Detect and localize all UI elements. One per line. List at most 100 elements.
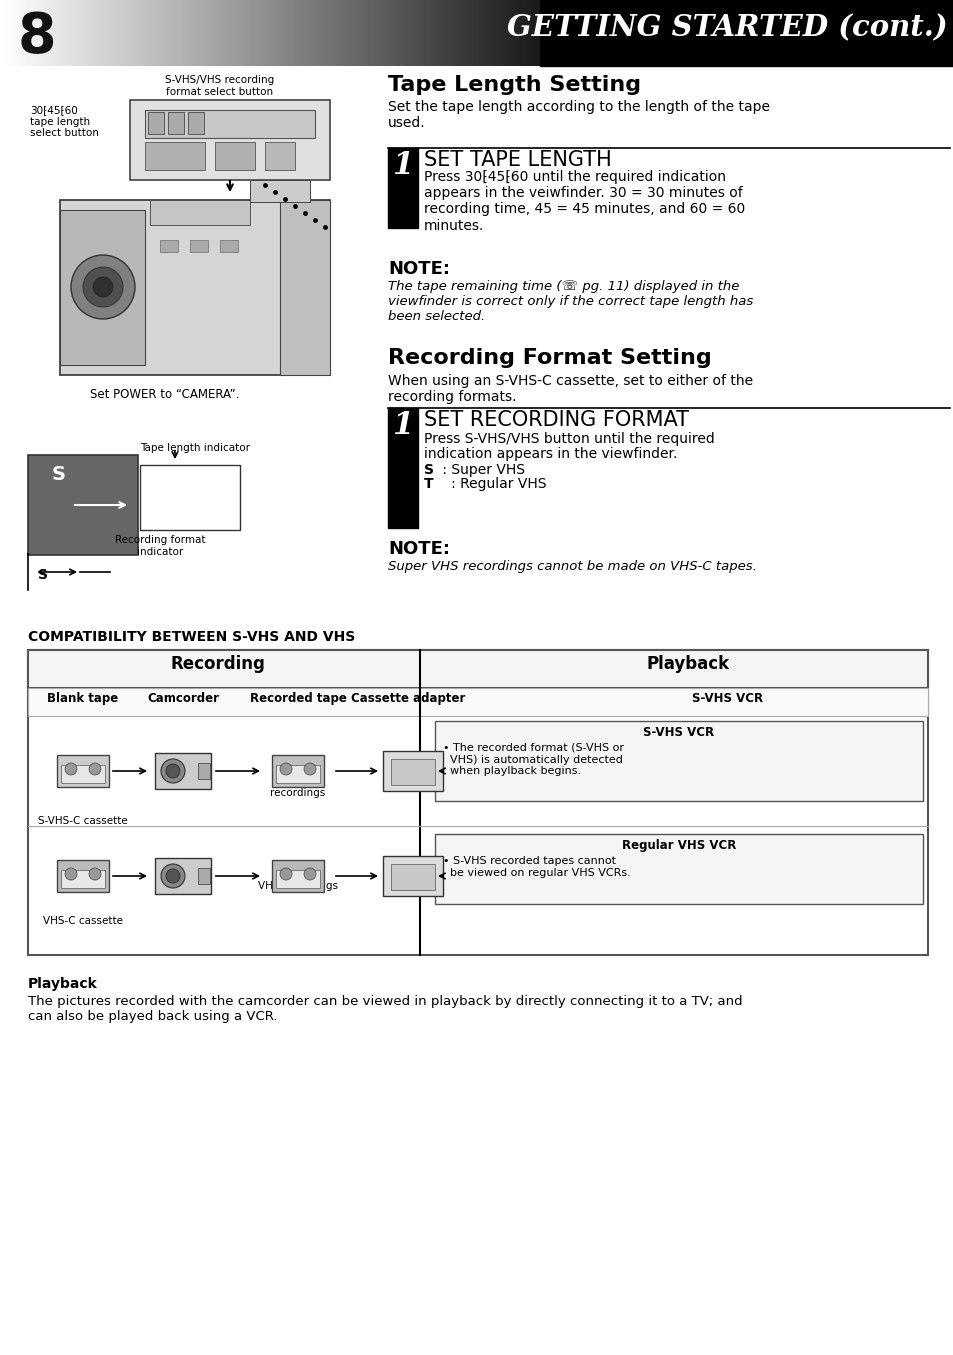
- Circle shape: [65, 763, 77, 775]
- Text: Recording Format Setting: Recording Format Setting: [388, 348, 711, 369]
- Circle shape: [71, 255, 135, 318]
- Bar: [160, 240, 178, 252]
- Text: Tape length indicator: Tape length indicator: [140, 443, 250, 453]
- Text: Blank tape: Blank tape: [48, 692, 118, 705]
- Bar: [154, 753, 211, 789]
- Text: S-VHS/VHS recording
format select button: S-VHS/VHS recording format select button: [165, 75, 274, 96]
- Bar: [388, 148, 417, 228]
- Bar: [28, 455, 138, 556]
- Text: S: S: [52, 465, 66, 484]
- Text: S-VHS VCR: S-VHS VCR: [642, 726, 714, 738]
- Bar: [265, 142, 294, 169]
- Bar: [148, 112, 164, 134]
- Bar: [145, 142, 205, 169]
- Text: Set the tape length according to the length of the tape
used.: Set the tape length according to the len…: [388, 100, 769, 130]
- Text: 8: 8: [18, 9, 56, 64]
- Bar: [168, 112, 184, 134]
- Text: Super VHS recordings cannot be made on VHS-C tapes.: Super VHS recordings cannot be made on V…: [388, 560, 756, 573]
- Circle shape: [280, 869, 292, 879]
- Text: T: T: [423, 477, 434, 491]
- Bar: [435, 833, 923, 904]
- Circle shape: [166, 764, 180, 778]
- Circle shape: [161, 864, 185, 888]
- Circle shape: [65, 869, 77, 879]
- Text: COMPATIBILITY BETWEEN S-VHS AND VHS: COMPATIBILITY BETWEEN S-VHS AND VHS: [28, 630, 355, 644]
- Bar: [214, 142, 254, 169]
- Circle shape: [161, 759, 185, 783]
- Bar: [382, 751, 442, 791]
- Bar: [391, 864, 435, 890]
- Bar: [250, 180, 310, 202]
- Bar: [57, 860, 109, 892]
- Bar: [28, 650, 927, 688]
- Bar: [130, 100, 330, 180]
- Bar: [275, 870, 319, 888]
- Bar: [198, 869, 210, 883]
- Text: S-VHS-C cassette: S-VHS-C cassette: [38, 816, 128, 827]
- Bar: [188, 112, 204, 134]
- Text: Recording format
indicator: Recording format indicator: [114, 535, 205, 557]
- Bar: [539, 0, 953, 66]
- Bar: [275, 766, 319, 783]
- Bar: [60, 201, 330, 375]
- Bar: [198, 763, 210, 779]
- Bar: [61, 766, 105, 783]
- Text: VHS-C cassette: VHS-C cassette: [43, 916, 123, 925]
- Bar: [272, 860, 324, 892]
- Text: S-VHS VCR: S-VHS VCR: [692, 692, 762, 705]
- Text: indication appears in the viewfinder.: indication appears in the viewfinder.: [423, 447, 677, 461]
- Circle shape: [304, 869, 315, 879]
- Text: : Super VHS: : Super VHS: [437, 463, 524, 477]
- Bar: [190, 240, 208, 252]
- Text: The pictures recorded with the camcorder can be viewed in playback by directly c: The pictures recorded with the camcorder…: [28, 995, 741, 1023]
- Text: Playback: Playback: [646, 654, 729, 673]
- Bar: [150, 201, 250, 225]
- Bar: [140, 465, 240, 530]
- Text: NOTE:: NOTE:: [388, 541, 450, 558]
- Text: Tape Length Setting: Tape Length Setting: [388, 75, 640, 95]
- Text: 1: 1: [392, 411, 414, 440]
- Bar: [382, 856, 442, 896]
- Text: The tape remaining time (☏ pg. 11) displayed in the
viewfinder is correct only i: The tape remaining time (☏ pg. 11) displ…: [388, 280, 753, 322]
- Bar: [145, 110, 314, 138]
- Text: S-VHS
recordings: S-VHS recordings: [270, 776, 325, 798]
- Bar: [154, 858, 211, 894]
- Bar: [272, 755, 324, 787]
- Text: Cassette adapter: Cassette adapter: [351, 692, 465, 705]
- Text: Press S-VHS/VHS button until the required: Press S-VHS/VHS button until the require…: [423, 432, 714, 446]
- Text: Set POWER to “CAMERA”.: Set POWER to “CAMERA”.: [91, 388, 239, 401]
- Text: 30⁅45⁅60
tape length
select button: 30⁅45⁅60 tape length select button: [30, 104, 99, 138]
- Bar: [61, 870, 105, 888]
- Text: Recorded tape: Recorded tape: [250, 692, 346, 705]
- Circle shape: [92, 276, 112, 297]
- Text: Playback: Playback: [28, 977, 97, 991]
- Text: : Regular VHS: : Regular VHS: [437, 477, 546, 491]
- Circle shape: [280, 763, 292, 775]
- Bar: [435, 721, 923, 801]
- Bar: [388, 408, 417, 528]
- Bar: [57, 755, 109, 787]
- Bar: [280, 201, 330, 375]
- Circle shape: [89, 763, 101, 775]
- Text: SET TAPE LENGTH: SET TAPE LENGTH: [423, 150, 611, 169]
- Text: Regular VHS VCR: Regular VHS VCR: [621, 839, 736, 852]
- Bar: [220, 240, 237, 252]
- Text: GETTING STARTED (cont.): GETTING STARTED (cont.): [507, 14, 947, 42]
- Text: NOTE:: NOTE:: [388, 260, 450, 278]
- Circle shape: [304, 763, 315, 775]
- Text: • The recorded format (S-VHS or
  VHS) is automatically detected
  when playlbac: • The recorded format (S-VHS or VHS) is …: [442, 743, 623, 776]
- Bar: [60, 210, 145, 364]
- Text: SET RECORDING FORMAT: SET RECORDING FORMAT: [423, 411, 688, 430]
- Text: Press 30⁅45⁅60 until the required indication
appears in the veiwfinder. 30 = 30 : Press 30⁅45⁅60 until the required indica…: [423, 169, 744, 233]
- Bar: [28, 650, 927, 955]
- Text: S: S: [423, 463, 434, 477]
- Text: Camcorder: Camcorder: [147, 692, 219, 705]
- Text: • S-VHS recorded tapes cannot
  be viewed on regular VHS VCRs.: • S-VHS recorded tapes cannot be viewed …: [442, 856, 630, 878]
- Text: Recording: Recording: [171, 654, 265, 673]
- Text: VHS recordings: VHS recordings: [257, 881, 337, 892]
- Text: 1: 1: [392, 150, 414, 182]
- Circle shape: [83, 267, 123, 308]
- Text: When using an S-VHS-C cassette, set to either of the
recording formats.: When using an S-VHS-C cassette, set to e…: [388, 374, 752, 404]
- Bar: [391, 759, 435, 785]
- Text: S: S: [38, 568, 48, 583]
